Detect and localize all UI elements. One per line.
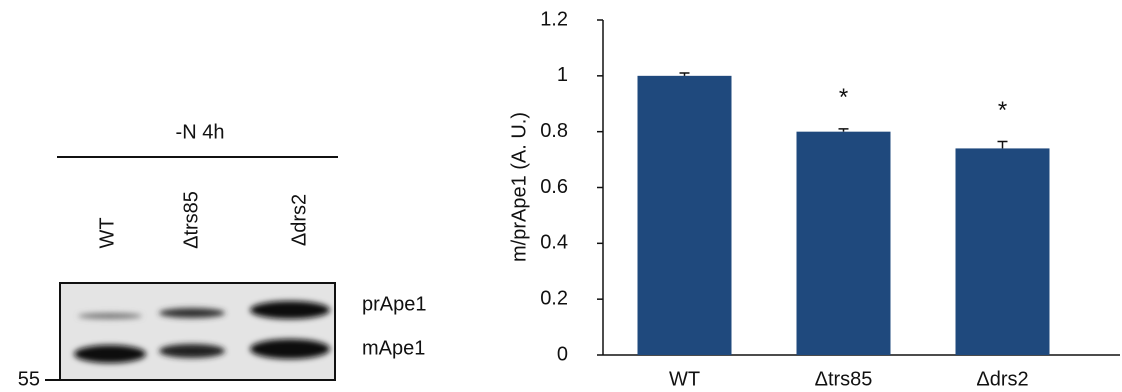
lane-label: WT [96,217,118,248]
lane-label: Δdrs2 [288,194,310,246]
y-tick-label: 0 [557,343,568,365]
band [159,308,225,318]
band-label: prApe1 [362,293,427,315]
y-tick-label: 1 [557,64,568,86]
condition-label: -N 4h [176,121,225,143]
band-label: mApe1 [362,337,425,359]
y-tick-label: 1.2 [540,8,568,30]
x-tick-label: Δdrs2 [976,368,1028,390]
bar [797,132,891,355]
band [250,301,330,319]
band [159,344,225,358]
significance-mark: * [839,84,848,111]
marker-label: 55 [18,368,40,390]
band [250,339,330,359]
blot-frame [60,283,335,380]
figure: -N 4h WT Δtrs85 Δdrs2 prApe1 mApe1 55 m/… [0,0,1122,392]
error-bar [998,141,1008,148]
bar [956,148,1050,355]
band [78,313,142,319]
error-bar [839,129,849,132]
error-bar [680,73,690,76]
y-axis-label: m/prApe1 (A. U.) [508,112,530,262]
bar [638,76,732,355]
lane-label: Δtrs85 [180,191,202,249]
band [74,345,146,363]
x-tick-label: WT [669,368,700,390]
y-tick-label: 0.2 [540,287,568,309]
significance-mark: * [998,97,1007,124]
y-tick-label: 0.6 [540,176,568,198]
western-blot: -N 4h WT Δtrs85 Δdrs2 prApe1 mApe1 55 [18,121,427,390]
x-tick-label: Δtrs85 [815,368,873,390]
y-tick-label: 0.4 [540,232,568,254]
y-tick-label: 0.8 [540,120,568,142]
